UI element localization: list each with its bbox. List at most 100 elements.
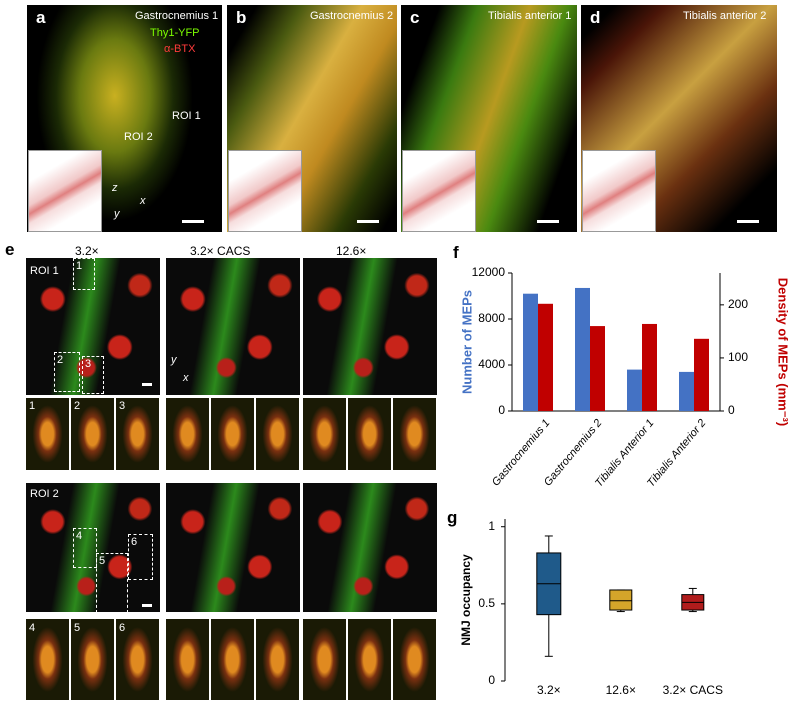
panel-letter: e — [5, 240, 15, 259]
scale-bar — [142, 604, 152, 607]
bar — [523, 293, 538, 411]
bar — [679, 371, 694, 411]
x-tick-label: 12.6× — [606, 683, 636, 697]
roi-box-label: 3 — [85, 358, 92, 370]
microscopy-inset — [166, 619, 209, 700]
y-axis-title: NMJ occupancy — [459, 554, 473, 646]
scale-bar — [142, 383, 152, 386]
roi-box-label: 5 — [99, 555, 106, 567]
scale-bar — [737, 220, 759, 223]
x-tick-label: 3.2× CACS — [663, 683, 723, 697]
roi-box — [73, 528, 97, 568]
microscopy-inset — [393, 619, 436, 700]
box — [609, 589, 633, 611]
microscopy-inset — [71, 398, 114, 470]
microscopy-inset — [256, 398, 299, 470]
inset-label: 4 — [29, 622, 36, 634]
roi-label: ROI 1 — [172, 110, 201, 122]
microscopy-inset — [303, 619, 346, 700]
panel-title: Tibialis anterior 1 — [488, 10, 572, 22]
microscopy-inset — [116, 398, 159, 470]
roi-box — [96, 553, 128, 613]
bar — [627, 369, 642, 411]
y-tick-label: 0 — [498, 403, 505, 417]
y-tick-label: 0 — [488, 673, 495, 687]
y-axis-title: Number of MEPs — [459, 290, 474, 394]
roi-box — [54, 352, 80, 392]
microscopy-inset — [348, 619, 391, 700]
y2-tick-label: 0 — [728, 403, 735, 417]
roi-box-label: 1 — [76, 260, 83, 272]
scale-bar — [537, 220, 559, 223]
y2-axis-title: Density of MEPs (mm⁻³) — [776, 278, 791, 426]
microscopy-inset — [71, 619, 114, 700]
y-tick-label: 0.5 — [478, 596, 495, 610]
roi-box-label: 4 — [76, 530, 83, 542]
panel-letter: g — [447, 508, 458, 527]
bar — [538, 303, 553, 411]
x-tick-label: 3.2× — [537, 683, 561, 697]
y2-tick-label: 100 — [728, 350, 748, 364]
legend-entry: Thy1-YFP — [150, 27, 200, 39]
y-tick-label: 8000 — [478, 311, 505, 325]
panel-title: Gastrocnemius 2 — [310, 10, 394, 22]
microscopy-inset — [26, 619, 69, 700]
microscopy-inset — [303, 398, 346, 470]
panel-letter: d — [590, 8, 601, 27]
microscopy-image — [166, 483, 300, 612]
microscopy-image — [26, 483, 160, 612]
microscopy-inset — [116, 619, 159, 700]
microscopy-inset — [211, 619, 254, 700]
microscopy-inset — [393, 398, 436, 470]
roi-box-label: 6 — [131, 536, 138, 548]
volume-inset — [402, 150, 476, 232]
axis-letter: y — [171, 354, 177, 366]
column-heading: 3.2× CACS — [190, 244, 251, 258]
inset-label: 3 — [119, 400, 126, 412]
legend-entry: α-BTX — [164, 43, 196, 55]
roi-box — [82, 356, 104, 394]
axis-letter: x — [140, 195, 146, 207]
microscopy-inset — [166, 398, 209, 470]
y-tick-label: 12000 — [472, 265, 506, 279]
bar — [642, 323, 657, 411]
panel-letter: f — [453, 243, 459, 262]
roi-label: ROI 2 — [30, 488, 59, 500]
inset-label: 6 — [119, 622, 126, 634]
y-tick-label: 1 — [488, 519, 495, 533]
scale-bar — [182, 220, 204, 223]
roi-box — [128, 534, 153, 580]
microscopy-inset — [26, 398, 69, 470]
inset-label: 5 — [74, 622, 81, 634]
inset-label: 1 — [29, 400, 36, 412]
y-tick-label: 4000 — [478, 357, 505, 371]
microscopy-inset — [211, 398, 254, 470]
volume-inset — [228, 150, 302, 232]
axis-letter: x — [183, 372, 189, 384]
bar — [694, 338, 709, 411]
column-heading: 12.6× — [336, 244, 367, 258]
scale-bar — [357, 220, 379, 223]
panel-letter: a — [36, 8, 46, 27]
volume-inset — [582, 150, 656, 232]
microscopy-image — [166, 258, 300, 395]
volume-inset — [28, 150, 102, 232]
microscopy-inset — [348, 398, 391, 470]
roi-label: ROI 1 — [30, 265, 59, 277]
roi-box — [73, 258, 95, 290]
y2-tick-label: 200 — [728, 297, 748, 311]
x-tick-label: Tibialis Anterior 2 — [645, 417, 708, 489]
roi-box-label: 2 — [57, 354, 64, 366]
microscopy-image — [26, 258, 160, 395]
inset-label: 2 — [74, 400, 81, 412]
bar — [575, 287, 590, 411]
axis-letter: y — [114, 208, 120, 220]
bar — [590, 326, 605, 411]
axis-letter: z — [112, 182, 118, 194]
microscopy-inset — [256, 619, 299, 700]
roi-label: ROI 2 — [124, 131, 153, 143]
panel-letter: c — [410, 8, 420, 27]
panel-title: Tibialis anterior 2 — [683, 10, 767, 22]
